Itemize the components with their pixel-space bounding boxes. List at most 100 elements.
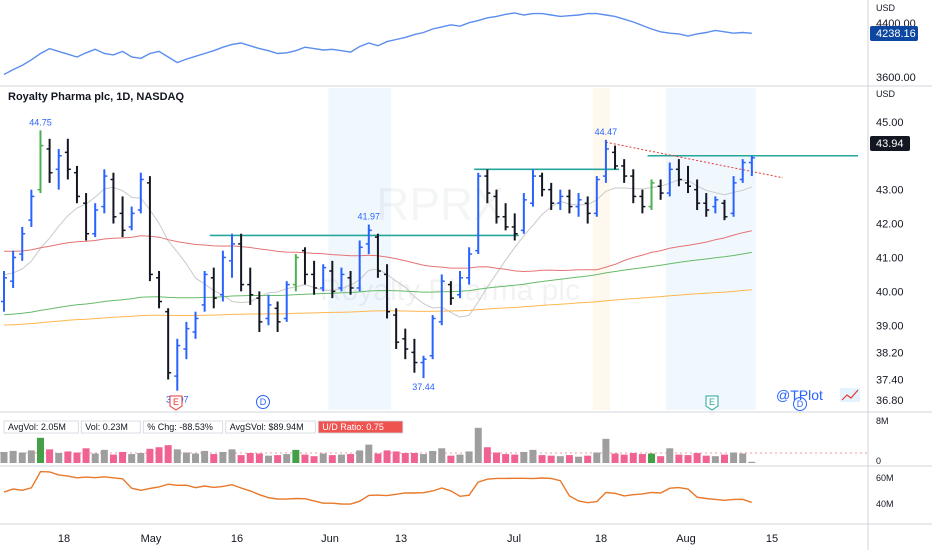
- volume-bar: [18, 452, 26, 463]
- ohlc-bar: [128, 206, 135, 231]
- ohlc-bar: [10, 250, 17, 288]
- ohlc-bar: [256, 291, 263, 333]
- ohlc-bar: [657, 179, 664, 200]
- volume-bar: [465, 451, 473, 463]
- ohlc-bar: [210, 267, 217, 309]
- volume-bar: [720, 454, 728, 463]
- ohlc-bar: [247, 267, 254, 305]
- x-axis-label: Jun: [321, 533, 339, 545]
- dividend-marker[interactable]: D: [256, 395, 270, 409]
- volume-bar: [474, 427, 482, 463]
- volume-bar: [529, 449, 537, 463]
- ohlc-bar: [529, 169, 536, 207]
- earnings-marker[interactable]: E: [705, 395, 719, 411]
- price-annotation: 44.47: [595, 127, 618, 137]
- volume-bar: [392, 451, 400, 463]
- volume-bar: [456, 454, 464, 463]
- volume-bar: [46, 449, 54, 463]
- ohlc-bar: [110, 172, 117, 224]
- dividend-marker[interactable]: D: [793, 397, 807, 411]
- ohlc-bar: [593, 176, 600, 217]
- volume-bar: [492, 452, 500, 463]
- ohlc-bar: [301, 247, 308, 285]
- rs-line: [3, 12, 752, 76]
- ohlc-bar: [420, 355, 427, 379]
- volume-bar: [109, 454, 117, 463]
- volume-bar: [301, 454, 309, 463]
- volume-bar: [319, 453, 327, 463]
- ohlc-bar: [137, 172, 144, 214]
- volume-stat-box: [80, 420, 141, 434]
- volume-bar: [310, 456, 318, 463]
- bottom-pane-tick: 60M: [876, 473, 894, 483]
- volume-bar: [146, 448, 154, 463]
- volume-bar: [9, 450, 17, 463]
- ma-200-line: [3, 289, 752, 326]
- ohlc-bar: [219, 250, 226, 302]
- volume-bar: [237, 455, 245, 463]
- volume-bar: [182, 452, 190, 463]
- ohlc-bar: [675, 159, 682, 187]
- ohlc-bar: [64, 138, 71, 180]
- branding-logo-box: [840, 388, 860, 402]
- ohlc-bar: [457, 271, 463, 299]
- svg-text:E: E: [709, 397, 715, 407]
- volume-bar: [0, 451, 8, 463]
- volume-bar: [730, 452, 738, 463]
- volume-bar: [356, 450, 364, 463]
- volume-bar: [337, 454, 345, 463]
- volume-bar: [36, 437, 44, 463]
- rs-value-label: 4238.16: [876, 28, 916, 40]
- price-annotation: 37.44: [412, 382, 435, 392]
- ohlc-bar: [639, 189, 646, 214]
- earnings-marker[interactable]: E: [169, 395, 183, 411]
- ohlc-bars: [1, 130, 755, 391]
- volume-bar: [602, 438, 610, 463]
- ohlc-bar: [393, 308, 400, 349]
- ohlc-bar: [630, 169, 637, 204]
- branding-logo-icon: [841, 389, 859, 401]
- ohlc-bar: [466, 247, 473, 285]
- svg-text:D: D: [797, 399, 804, 409]
- chart-title: Royalty Pharma plc, 1D, NASDAQ: [8, 91, 184, 103]
- x-axis-label: May: [141, 533, 162, 545]
- volume-bar: [255, 453, 263, 463]
- volume-bar: [739, 453, 747, 463]
- volume-bar: [438, 448, 446, 463]
- ohlc-bar: [292, 254, 299, 292]
- price-tick: 42.00: [876, 219, 904, 231]
- volume-bar: [420, 454, 428, 463]
- volume-bar: [137, 453, 145, 463]
- price-tick: 39.00: [876, 320, 904, 332]
- volume-bar: [374, 453, 382, 463]
- x-axis-label: Jul: [507, 533, 521, 545]
- ohlc-bar: [557, 189, 564, 210]
- ohlc-bar: [347, 271, 354, 295]
- volume-bar: [64, 451, 72, 463]
- ohlc-bar: [183, 321, 190, 360]
- ohlc-bar: [621, 159, 628, 183]
- price-pane-currency: USD: [876, 89, 896, 99]
- ohlc-bar: [429, 315, 436, 360]
- ohlc-bar: [329, 260, 336, 299]
- volume-bar: [73, 452, 81, 463]
- volume-bar: [274, 455, 282, 463]
- top-pane-currency: USD: [876, 3, 896, 13]
- volume-bar: [629, 453, 637, 463]
- volume-bar: [91, 453, 99, 463]
- price-tick: 38.20: [876, 347, 904, 359]
- ohlc-bar: [46, 138, 53, 183]
- ohlc-bar: [356, 240, 363, 292]
- x-axis-label: 13: [395, 533, 407, 545]
- rs-value-label-bg: [870, 26, 918, 41]
- ohlc-bar: [174, 338, 181, 391]
- ohlc-bar: [548, 182, 555, 210]
- ohlc-bar: [320, 264, 327, 292]
- volume-stats: AvgVol: 2.05M Vol: 0.23M % Chg: -88.53% Avg…: [3, 420, 404, 434]
- watermark-ticker: RPRX: [376, 178, 504, 230]
- price-tick: 45.00: [876, 117, 904, 129]
- volume-bar: [82, 448, 90, 463]
- svg-text:D: D: [260, 397, 267, 407]
- ohlc-bar: [575, 193, 582, 217]
